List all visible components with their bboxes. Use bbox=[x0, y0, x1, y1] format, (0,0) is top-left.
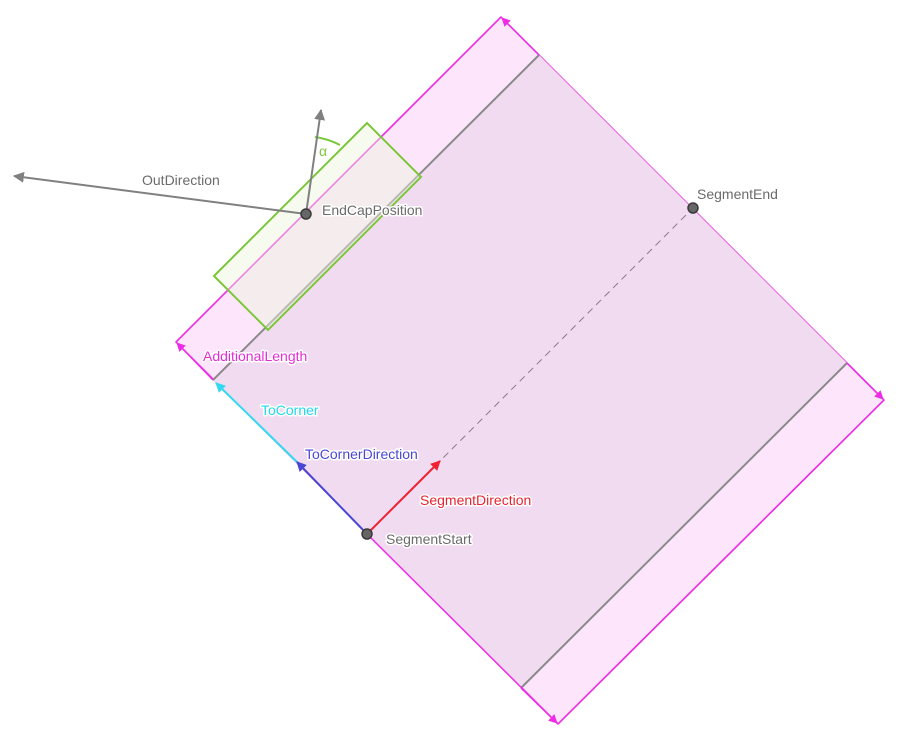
end-cap-position-label: EndCapPosition bbox=[322, 202, 422, 218]
segment-end-label: SegmentEnd bbox=[697, 186, 778, 202]
segment-end-edge-line bbox=[520, 362, 848, 689]
alpha-angle-arc bbox=[314, 136, 341, 146]
additional-length-arrow-end-bottom bbox=[520, 687, 558, 724]
rectangle-left-edge bbox=[175, 16, 502, 343]
segment-start-label: SegmentStart bbox=[386, 531, 472, 547]
alpha-angle-label: α bbox=[319, 143, 327, 159]
end-cap-rectangle bbox=[212, 121, 423, 332]
segment-direction-label: SegmentDirection bbox=[420, 492, 531, 508]
additional-length-arrow-start-top bbox=[501, 17, 540, 56]
segment-end-point bbox=[687, 202, 699, 214]
segment-start-edge-line bbox=[212, 54, 540, 381]
to-corner-direction-label: ToCornerDirection bbox=[305, 446, 418, 462]
rectangle-right-edge bbox=[557, 399, 885, 725]
out-direction-label: OutDirection bbox=[142, 172, 220, 188]
end-cap-normal-arrow bbox=[305, 108, 326, 215]
out-direction-arrow bbox=[12, 171, 307, 215]
additional-length-arrow-end-right bbox=[846, 362, 884, 400]
segment-start-point bbox=[361, 528, 373, 540]
additional-length-label: AdditionalLength bbox=[203, 348, 307, 364]
to-corner-direction-arrow bbox=[296, 461, 368, 535]
additional-length-arrow-start-left bbox=[176, 342, 214, 381]
to-corner-label: ToCorner bbox=[261, 402, 319, 418]
segment-direction-arrow bbox=[366, 460, 441, 535]
end-cap-position-point bbox=[300, 208, 312, 220]
to-corner-arrow bbox=[215, 382, 298, 463]
